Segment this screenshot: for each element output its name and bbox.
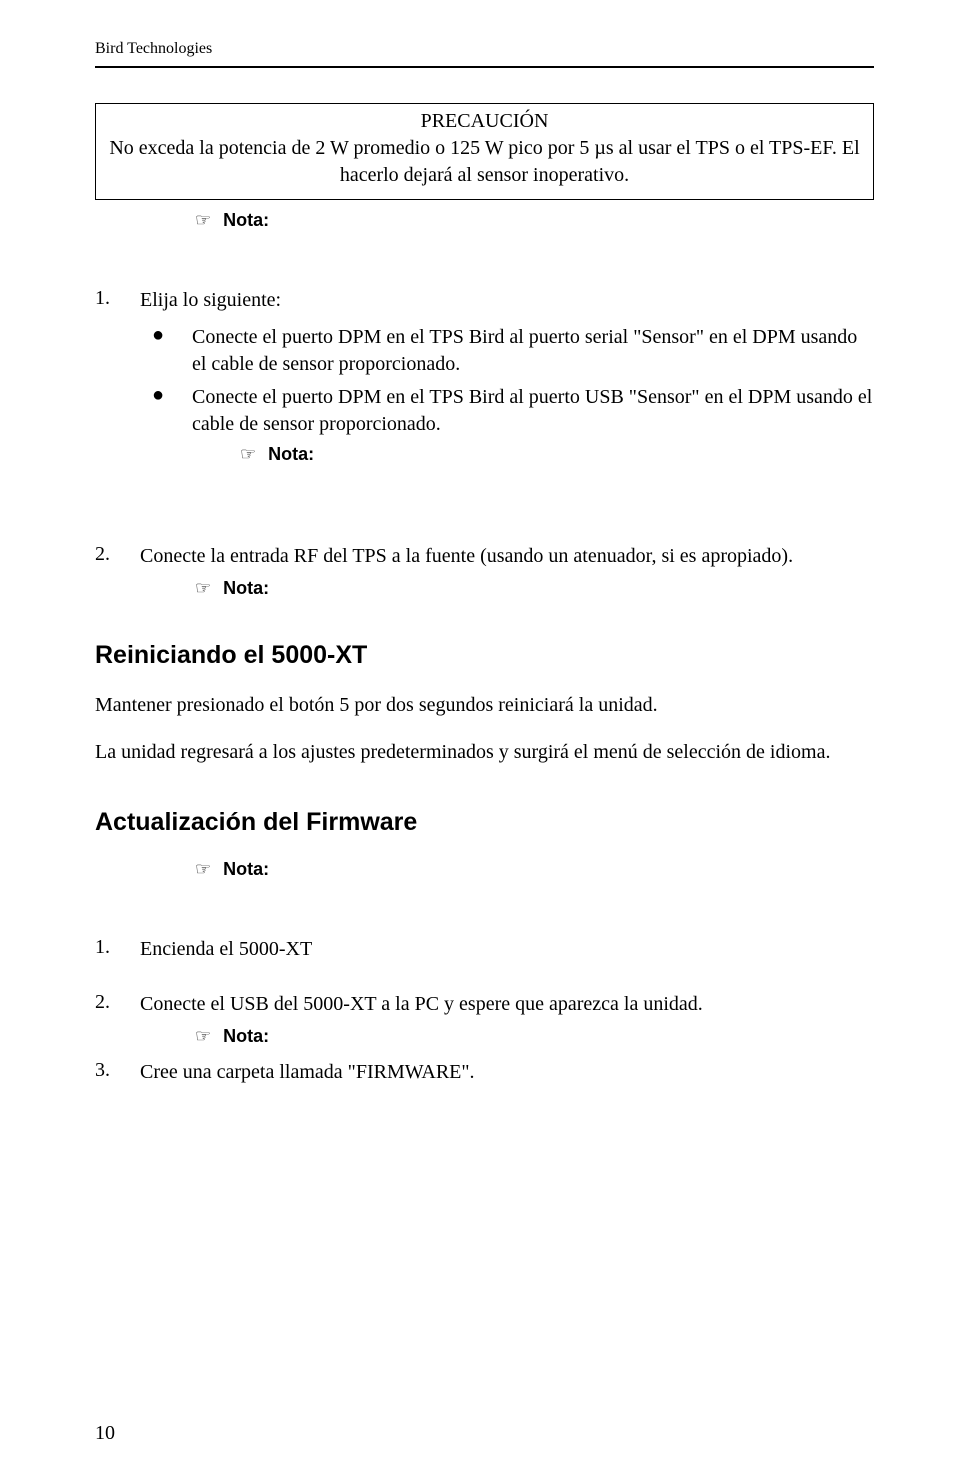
nota-label: Nota: [223, 859, 269, 879]
bullet-text: Conecte el puerto DPM en el TPS Bird al … [192, 324, 874, 378]
heading-firmware: Actualización del Firmware [95, 808, 874, 837]
nota-line-1: ☞ Nota: [195, 210, 874, 231]
nota-label: Nota: [223, 210, 269, 230]
heading-reinit: Reiniciando el 5000-XT [95, 641, 874, 670]
caution-title: PRECAUCIÓN [108, 110, 861, 133]
nota-label: Nota: [223, 578, 269, 598]
nota-line-3: ☞ Nota: [195, 578, 874, 599]
step-number: 2. [95, 543, 140, 570]
step-number: 1. [95, 936, 140, 963]
fw-step-2: 2. Conecte el USB del 5000-XT a la PC y … [95, 991, 874, 1018]
pointing-hand-icon: ☞ [240, 444, 256, 465]
step-number: 1. [95, 287, 140, 314]
pointing-hand-icon: ☞ [195, 578, 211, 599]
caution-body: No exceda la potencia de 2 W promedio o … [108, 135, 861, 189]
nota-label: Nota: [223, 1026, 269, 1046]
step-1: 1. Elija lo siguiente: [95, 287, 874, 314]
fw-step-3: 3. Cree una carpeta llamada "FIRMWARE". [95, 1059, 874, 1086]
bullet-mark: ● [140, 384, 192, 438]
bullet-item: ● Conecte el puerto DPM en el TPS Bird a… [140, 384, 874, 438]
header-company: Bird Technologies [95, 40, 874, 58]
page-number: 10 [95, 1422, 115, 1445]
header-rule [95, 66, 874, 68]
step-number: 3. [95, 1059, 140, 1086]
step-text: Cree una carpeta llamada "FIRMWARE". [140, 1059, 874, 1086]
bullet-item: ● Conecte el puerto DPM en el TPS Bird a… [140, 324, 874, 378]
step-text: Conecte la entrada RF del TPS a la fuent… [140, 543, 874, 570]
nota-label: Nota: [268, 444, 314, 464]
nota-line-4: ☞ Nota: [195, 859, 874, 880]
caution-box: PRECAUCIÓN No exceda la potencia de 2 W … [95, 103, 874, 200]
pointing-hand-icon: ☞ [195, 210, 211, 231]
para-reinit-1: Mantener presionado el botón 5 por dos s… [95, 692, 874, 719]
pointing-hand-icon: ☞ [195, 859, 211, 880]
step-text: Elija lo siguiente: [140, 287, 874, 314]
step-2: 2. Conecte la entrada RF del TPS a la fu… [95, 543, 874, 570]
step-text: Conecte el USB del 5000-XT a la PC y esp… [140, 991, 874, 1018]
step-number: 2. [95, 991, 140, 1018]
nota-line-2: ☞ Nota: [240, 444, 874, 465]
bullet-list: ● Conecte el puerto DPM en el TPS Bird a… [140, 324, 874, 465]
step-text: Encienda el 5000-XT [140, 936, 874, 963]
bullet-text: Conecte el puerto DPM en el TPS Bird al … [192, 384, 874, 438]
nota-line-5: ☞ Nota: [195, 1026, 874, 1047]
pointing-hand-icon: ☞ [195, 1026, 211, 1047]
fw-step-1: 1. Encienda el 5000-XT [95, 936, 874, 963]
bullet-mark: ● [140, 324, 192, 378]
para-reinit-2: La unidad regresará a los ajustes predet… [95, 739, 874, 766]
